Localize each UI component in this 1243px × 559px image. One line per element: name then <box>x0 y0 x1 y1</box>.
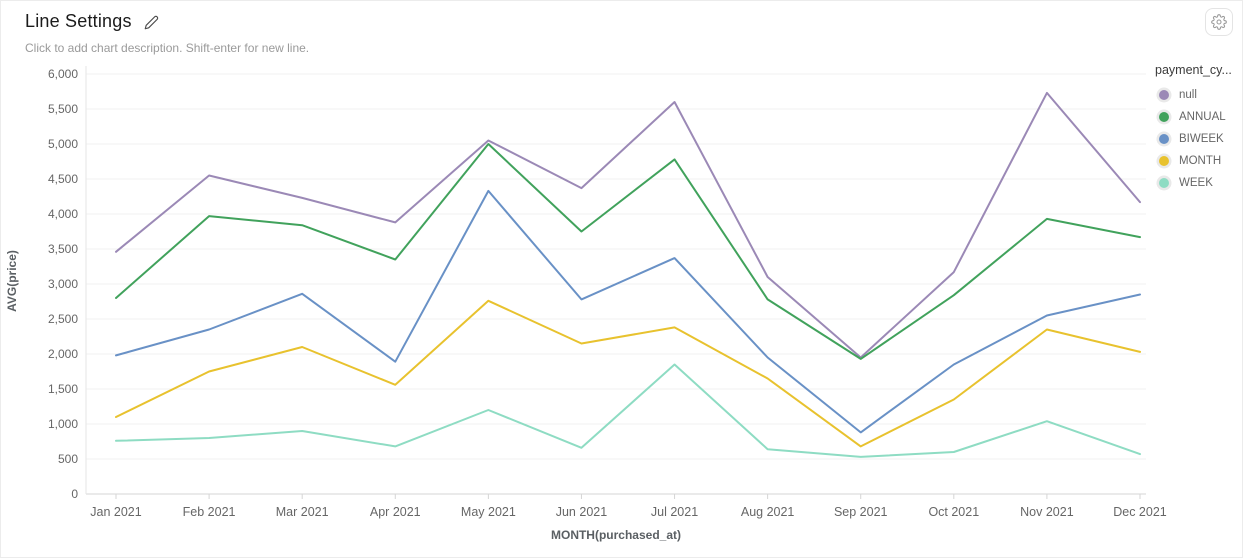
chart-description-placeholder[interactable]: Click to add chart description. Shift-en… <box>25 41 310 55</box>
y-tick-label: 5,000 <box>48 137 78 151</box>
legend-dot-icon <box>1159 134 1169 144</box>
y-tick-label: 1,000 <box>48 417 78 431</box>
chart-header: Line Settings <box>25 11 159 32</box>
legend-dot-icon <box>1159 178 1169 188</box>
legend-label: ANNUAL <box>1179 111 1226 123</box>
x-tick-label: Jan 2021 <box>90 505 141 519</box>
legend: payment_cy... null ANNUAL BIWEEK MONTH WEEK <box>1155 63 1241 194</box>
legend-dot-icon <box>1159 112 1169 122</box>
y-tick-label: 4,000 <box>48 207 78 221</box>
legend-dot-icon <box>1159 90 1169 100</box>
series-line-MONTH <box>115 299 1141 448</box>
line-chart: 0 500 1,000 1,500 2,000 2,500 3,000 3,500 4,000 4… <box>5 66 1167 542</box>
x-tick-label: Jul 2021 <box>651 505 698 519</box>
series-line-WEEK <box>115 363 1141 458</box>
y-tick-label: 5,500 <box>48 102 78 116</box>
legend-label: WEEK <box>1179 177 1213 189</box>
legend-item-null[interactable]: null <box>1155 84 1241 106</box>
y-tick-label: 6,000 <box>48 67 78 81</box>
x-tick-label: Apr 2021 <box>370 505 421 519</box>
settings-button[interactable] <box>1205 8 1233 36</box>
series-line-ANNUAL <box>115 143 1141 360</box>
edit-title-pencil-icon[interactable] <box>144 15 159 30</box>
y-tick-label: 500 <box>58 452 78 466</box>
x-tick-label: Mar 2021 <box>276 505 329 519</box>
x-tick-label: May 2021 <box>461 505 516 519</box>
y-tick-label: 3,000 <box>48 277 78 291</box>
y-tick-label: 4,500 <box>48 172 78 186</box>
y-tick-label: 2,000 <box>48 347 78 361</box>
page-title[interactable]: Line Settings <box>25 11 132 31</box>
y-tick-label: 2,500 <box>48 312 78 326</box>
x-tick-label: Sep 2021 <box>834 505 888 519</box>
x-tick-label: Aug 2021 <box>741 505 795 519</box>
legend-item-ANNUAL[interactable]: ANNUAL <box>1155 106 1241 128</box>
legend-item-WEEK[interactable]: WEEK <box>1155 172 1241 194</box>
y-tick-label: 1,500 <box>48 382 78 396</box>
legend-label: MONTH <box>1179 155 1222 167</box>
x-tick-label: Feb 2021 <box>183 505 236 519</box>
legend-label: BIWEEK <box>1179 133 1224 145</box>
x-tick-label: Oct 2021 <box>928 505 979 519</box>
x-tick-label: Nov 2021 <box>1020 505 1074 519</box>
legend-item-MONTH[interactable]: MONTH <box>1155 150 1241 172</box>
legend-dot-icon <box>1159 156 1169 166</box>
series-line-BIWEEK <box>115 189 1141 434</box>
legend-label: null <box>1179 89 1197 101</box>
y-tick-label: 0 <box>71 487 78 501</box>
gear-icon <box>1211 14 1227 30</box>
legend-items: null ANNUAL BIWEEK MONTH WEEK <box>1155 84 1241 194</box>
y-tick-label: 3,500 <box>48 242 78 256</box>
series-line-null <box>115 91 1141 359</box>
x-tick-label: Jun 2021 <box>556 505 607 519</box>
legend-title: payment_cy... <box>1155 63 1232 77</box>
x-tick-label: Dec 2021 <box>1113 505 1167 519</box>
x-axis-title: MONTH(purchased_at) <box>551 528 681 542</box>
y-axis-title: AVG(price) <box>5 250 19 312</box>
legend-item-BIWEEK[interactable]: BIWEEK <box>1155 128 1241 150</box>
